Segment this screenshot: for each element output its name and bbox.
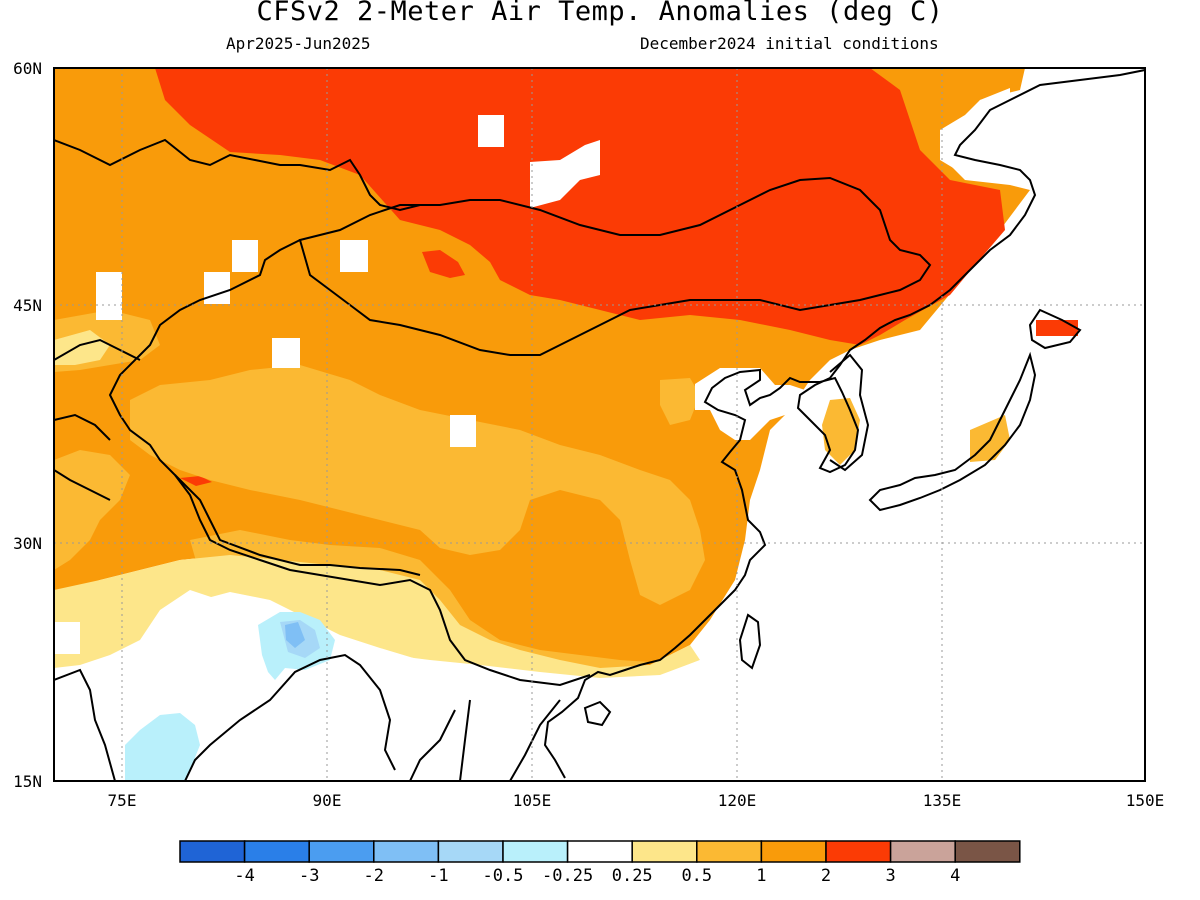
colorbar-label: -3 xyxy=(299,866,319,886)
mask-cell xyxy=(450,415,476,447)
mask-cell xyxy=(54,622,80,654)
colorbar-swatch xyxy=(696,840,763,863)
colorbar-label: 1 xyxy=(756,866,766,886)
colorbar-label: -4 xyxy=(234,866,254,886)
colorbar-label: -2 xyxy=(364,866,384,886)
mask-cell xyxy=(478,115,504,147)
colorbar-swatch xyxy=(179,840,246,863)
colorbar-label: 3 xyxy=(885,866,895,886)
colorbar-label: -0.25 xyxy=(542,866,593,886)
colorbar-label: 2 xyxy=(821,866,831,886)
mask-cell xyxy=(96,272,122,320)
coastline-korea xyxy=(829,353,870,472)
chart-title: CFSv2 2-Meter Air Temp. Anomalies (deg C… xyxy=(256,0,944,27)
coastline-japan xyxy=(868,308,1082,512)
lon-label-150e: 150E xyxy=(1126,791,1165,810)
anomaly-region-neg-0.25to-0.5-india xyxy=(125,713,200,781)
border-mongolia xyxy=(298,176,932,356)
border-china-west xyxy=(108,239,591,687)
lat-label-45n: 45N xyxy=(13,296,42,315)
coastlines xyxy=(54,69,1145,781)
anomaly-region-0.5to1-east xyxy=(660,378,700,425)
mask-cell xyxy=(340,240,368,272)
anomaly-region-0.5to1-sw xyxy=(54,450,130,570)
anomaly-region-0.25to0.5-south xyxy=(54,555,700,678)
mask-cell xyxy=(232,240,258,272)
forecast-period: Apr2025-Jun2025 xyxy=(226,34,371,53)
anomaly-region-neg-1to-2-bengal xyxy=(285,622,305,648)
colorbar-label: 4 xyxy=(950,866,960,886)
colorbar-swatch xyxy=(373,840,440,863)
anomaly-spot-2to3 xyxy=(422,250,465,278)
border-himalaya xyxy=(174,474,421,576)
border-russia-north xyxy=(54,138,440,212)
lon-label-90e: 90E xyxy=(313,791,342,810)
colorbar-swatch xyxy=(437,840,504,863)
lon-label-135e: 135E xyxy=(923,791,962,810)
anomaly-field xyxy=(54,68,1145,781)
colorbar-swatch xyxy=(308,840,375,863)
anomaly-spot-tibet xyxy=(180,476,212,486)
colorbar-swatch xyxy=(760,840,827,863)
colorbar-label: -1 xyxy=(428,866,448,886)
lat-labels: 60N 45N 30N 15N xyxy=(13,59,42,791)
anomaly-region-0.25to0.5-west xyxy=(54,330,110,365)
colorbar-label: 0.25 xyxy=(612,866,653,886)
lon-label-75e: 75E xyxy=(108,791,137,810)
map-frame xyxy=(53,67,1146,782)
colorbar-swatch xyxy=(954,840,1021,863)
lon-label-120e: 120E xyxy=(718,791,757,810)
lat-label-30n: 30N xyxy=(13,534,42,553)
colorbar-label: 0.5 xyxy=(681,866,712,886)
mask-cell xyxy=(204,272,230,304)
lon-label-105e: 105E xyxy=(513,791,552,810)
map-grid xyxy=(54,68,1145,781)
border-central-asia xyxy=(54,338,141,501)
lon-labels: 75E 90E 105E 120E 135E 150E xyxy=(108,791,1165,810)
coastline-bengal xyxy=(54,653,396,781)
colorbar-swatch xyxy=(502,840,569,863)
lat-label-60n: 60N xyxy=(13,59,42,78)
initial-conditions: December2024 initial conditions xyxy=(640,34,939,53)
anomaly-region-0.5to1-central xyxy=(130,365,705,605)
anomaly-region-0.5to1-korea xyxy=(822,398,860,465)
lat-label-15n: 15N xyxy=(13,772,42,791)
anomaly-spot-hokkaido xyxy=(1036,320,1078,336)
mask-cell-baikal xyxy=(530,140,600,208)
colorbar-swatch xyxy=(825,840,892,863)
colorbar: -4 -3 -2 -1 -0.5 -0.25 0.25 0.5 1 2 3 4 xyxy=(179,840,1021,886)
colorbar-swatch xyxy=(889,840,956,863)
colorbar-label: -0.5 xyxy=(483,866,524,886)
mask-cell xyxy=(272,338,300,368)
colorbar-swatch xyxy=(566,840,633,863)
colorbar-swatch xyxy=(631,840,698,863)
coastline-taiwan xyxy=(738,613,762,670)
colorbar-swatch xyxy=(243,840,310,863)
coastline-hainan xyxy=(583,700,612,727)
coastline-east-asia xyxy=(543,69,1145,779)
anomaly-region-2to3 xyxy=(155,68,1005,345)
